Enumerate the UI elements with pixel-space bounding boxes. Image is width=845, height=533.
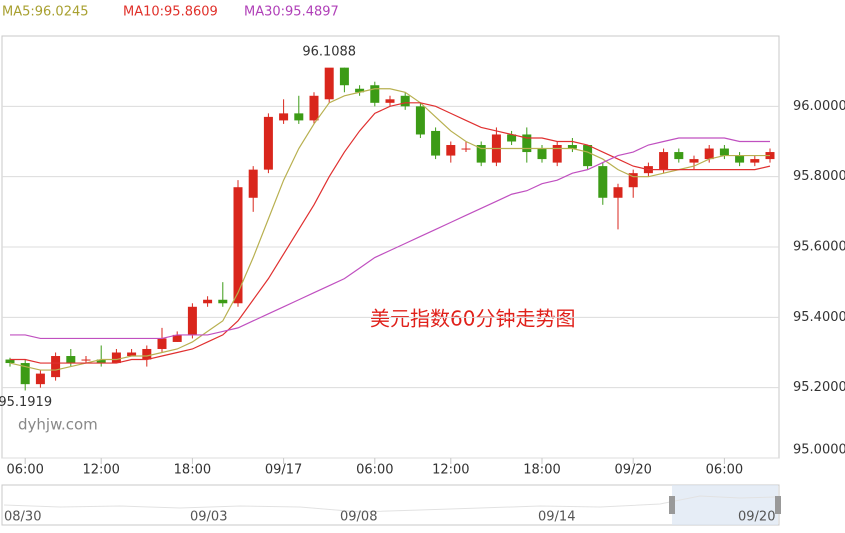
- ma-line: [9, 88, 770, 371]
- candle-body: [233, 187, 243, 304]
- candle-body: [385, 99, 395, 103]
- candle-body: [96, 359, 106, 364]
- navigator-line: [3, 495, 777, 513]
- candle-body: [218, 299, 228, 304]
- candle-body: [294, 113, 304, 121]
- candle-body: [431, 130, 441, 156]
- x-tick-label: 12:00: [82, 463, 119, 478]
- x-tick-label: 06:00: [356, 463, 393, 478]
- candle-body: [674, 152, 684, 160]
- x-tick-label: 09/20: [614, 463, 651, 478]
- candle-body: [81, 359, 91, 361]
- candle-body: [719, 148, 729, 156]
- candle-body: [263, 116, 273, 170]
- candle-body: [598, 166, 608, 198]
- candle-body: [507, 134, 517, 142]
- candle-body: [552, 145, 562, 163]
- candle-body: [628, 173, 638, 188]
- candle-body: [704, 148, 714, 160]
- candle-body: [522, 134, 532, 153]
- navigator-frame: [1, 484, 780, 526]
- candle-body: [537, 148, 547, 160]
- candle-body: [66, 356, 76, 364]
- candle-body: [461, 148, 471, 150]
- x-tick-label: 18:00: [174, 463, 211, 478]
- candle-body: [400, 95, 410, 107]
- y-tick-label: 95.6000: [793, 240, 845, 255]
- candle-body: [659, 152, 669, 170]
- candle-body: [583, 145, 593, 167]
- candle-body: [476, 145, 486, 163]
- y-tick-label: 95.4000: [793, 310, 845, 325]
- navigator-label: 09/20: [738, 510, 775, 525]
- candle-body: [415, 106, 425, 135]
- candle-body: [309, 95, 319, 121]
- x-tick-label: 18:00: [523, 463, 560, 478]
- extreme-annotation: 95.1919: [0, 395, 52, 410]
- chart-title: 美元指数60分钟走势图: [370, 307, 575, 331]
- x-tick-label: 09/17: [265, 463, 302, 478]
- candle-body: [248, 169, 258, 198]
- legend-entry: MA5:96.0245: [2, 5, 89, 20]
- candle-body: [172, 334, 182, 342]
- candle-body: [51, 356, 61, 378]
- navigator-handle[interactable]: [669, 496, 675, 514]
- x-tick-label: 12:00: [432, 463, 469, 478]
- navigator-label: 09/14: [538, 510, 575, 525]
- candle-body: [370, 85, 380, 103]
- ma-line: [10, 137, 770, 340]
- x-tick-label: 06:00: [706, 463, 743, 478]
- candle-body: [735, 155, 745, 163]
- candle-body: [203, 299, 213, 304]
- candle-body: [35, 373, 45, 385]
- x-tick-label: 06:00: [6, 463, 43, 478]
- ma-line: [10, 102, 771, 364]
- candle-body: [142, 348, 152, 360]
- candle-body: [324, 67, 334, 100]
- y-tick-label: 95.8000: [793, 169, 845, 184]
- candle-body: [127, 352, 137, 357]
- candle-body: [355, 88, 365, 93]
- navigator-label: 09/08: [340, 510, 377, 525]
- legend-entry: MA30:95.4897: [244, 5, 339, 20]
- candle-body: [187, 306, 197, 335]
- candle-body: [750, 159, 760, 163]
- y-tick-label: 96.0000: [793, 99, 845, 114]
- candle-body: [157, 338, 167, 349]
- legend-entry: MA10:95.8609: [123, 5, 218, 20]
- candle-body: [339, 67, 349, 86]
- candle-body: [279, 113, 289, 121]
- candle-body: [111, 352, 121, 364]
- candle-body: [20, 363, 30, 385]
- candle-body: [689, 159, 699, 163]
- y-tick-label: 95.2000: [793, 380, 845, 395]
- watermark: dyhjw.com: [18, 416, 98, 434]
- y-tick-label: 95.0000: [793, 443, 845, 458]
- navigator-label: 08/30: [4, 510, 41, 525]
- navigator-label: 09/03: [190, 510, 227, 525]
- candle-body: [446, 145, 456, 156]
- navigator-window[interactable]: [672, 485, 778, 525]
- extreme-annotation: 96.1088: [302, 45, 356, 60]
- candle-body: [567, 145, 577, 149]
- candle-body: [613, 187, 623, 198]
- navigator-handle[interactable]: [775, 496, 781, 514]
- candle-body: [5, 359, 15, 364]
